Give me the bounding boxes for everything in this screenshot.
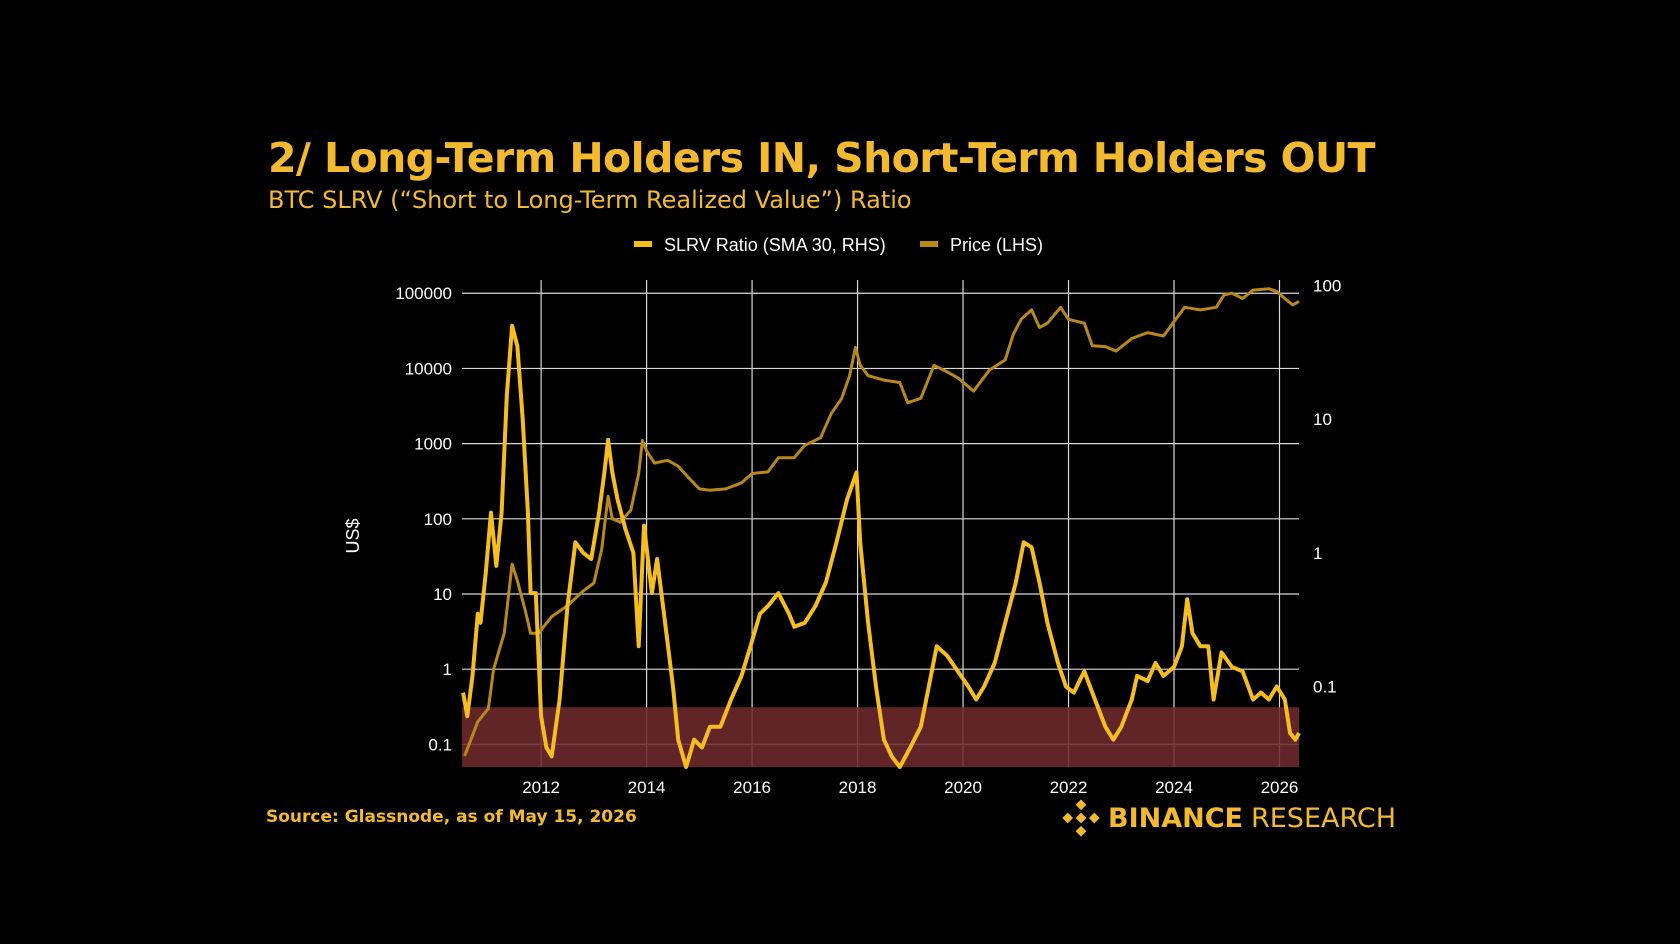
x-tick-label: 2014: [628, 778, 666, 797]
left-tick-label: 1000: [414, 435, 452, 454]
x-tick-label: 2026: [1261, 778, 1299, 797]
legend-swatch-price: [920, 241, 938, 247]
brand-name-light: RESEARCH: [1250, 802, 1397, 834]
right-tick-label: 100: [1313, 277, 1341, 296]
right-axis-ticks: 0.1 1 10 100: [1313, 277, 1341, 697]
y-axis-label: US$: [343, 518, 363, 553]
left-tick-label: 100000: [395, 284, 452, 303]
x-axis-ticks: 2012 2014 2016 2018 2020 2022 2024 2026: [522, 778, 1298, 797]
left-tick-label: 10000: [405, 359, 452, 378]
page-subtitle: BTC SLRV (“Short to Long-Term Realized V…: [268, 186, 912, 214]
legend-swatch-slrv: [634, 241, 652, 247]
brand-name-bold: BINANCE: [1108, 802, 1243, 834]
left-tick-label: 0.1: [428, 735, 452, 754]
legend: SLRV Ratio (SMA 30, RHS) Price (LHS): [634, 235, 1043, 255]
x-tick-label: 2018: [839, 778, 877, 797]
left-tick-label: 100: [424, 510, 452, 529]
legend-label-price: Price (LHS): [950, 235, 1043, 255]
right-tick-label: 0.1: [1313, 678, 1337, 697]
brand-logo: BINANCE RESEARCH: [1062, 798, 1396, 838]
price-line: [463, 287, 1300, 757]
x-tick-label: 2024: [1155, 778, 1193, 797]
page-title: 2/ Long-Term Holders IN, Short-Term Hold…: [268, 134, 1375, 182]
binance-diamond-icon: [1062, 799, 1100, 837]
x-tick-label: 2012: [522, 778, 560, 797]
slrv-line: [461, 323, 1301, 769]
legend-label-slrv: SLRV Ratio (SMA 30, RHS): [664, 235, 886, 255]
left-axis-ticks: 0.1 1 10 100 1000 10000 100000: [395, 284, 452, 754]
chart-grid: [462, 280, 1299, 767]
right-tick-label: 10: [1313, 410, 1332, 429]
x-tick-label: 2022: [1050, 778, 1088, 797]
right-tick-label: 1: [1313, 544, 1322, 563]
source-note: Source: Glassnode, as of May 15, 2026: [266, 807, 637, 827]
x-tick-label: 2020: [944, 778, 982, 797]
left-tick-label: 1: [443, 660, 452, 679]
x-tick-label: 2016: [733, 778, 771, 797]
left-tick-label: 10: [433, 585, 452, 604]
